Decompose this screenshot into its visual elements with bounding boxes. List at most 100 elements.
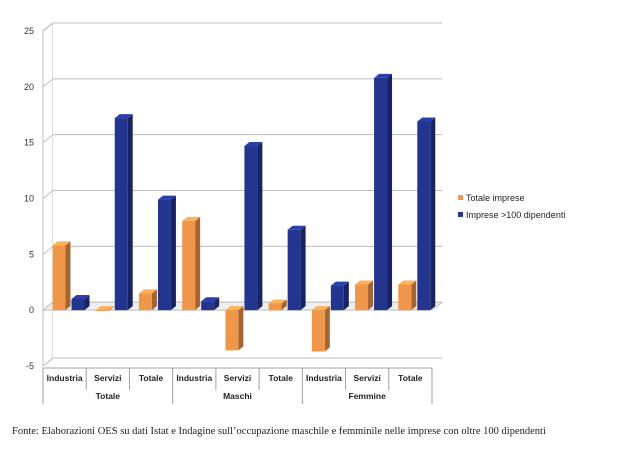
bar-top bbox=[417, 117, 436, 122]
x-category-label: Totale bbox=[398, 373, 423, 383]
bar-imprese-100-6 bbox=[330, 281, 349, 311]
y-tick-label: 20 bbox=[24, 82, 34, 92]
legend-label: Totale imprese bbox=[466, 193, 525, 203]
bar-top bbox=[71, 295, 90, 299]
bar-top bbox=[311, 306, 330, 311]
x-category-label: Totale bbox=[139, 373, 164, 383]
gridline bbox=[42, 134, 442, 144]
bar-front bbox=[268, 303, 282, 311]
bar-top bbox=[374, 73, 393, 78]
gridline bbox=[42, 22, 442, 32]
y-tick-label: 5 bbox=[29, 249, 34, 259]
bar-top bbox=[114, 114, 133, 119]
bar-side bbox=[281, 299, 287, 311]
y-tick-label: 10 bbox=[24, 194, 34, 204]
bar-front bbox=[138, 293, 152, 311]
bar-side bbox=[387, 73, 393, 311]
bar-front bbox=[71, 299, 85, 311]
x-category-label: Industria bbox=[47, 373, 83, 383]
bar-side bbox=[195, 216, 201, 311]
bar-side bbox=[343, 281, 349, 311]
bar-front bbox=[52, 245, 66, 311]
bar-top bbox=[268, 299, 287, 304]
bar-side bbox=[300, 225, 306, 311]
bar-top bbox=[182, 216, 201, 221]
y-tick-label: 0 bbox=[29, 305, 34, 315]
bar-side bbox=[411, 280, 417, 311]
x-category-label: Servizi bbox=[94, 373, 121, 383]
bar-side bbox=[84, 295, 90, 311]
bar-top bbox=[330, 281, 349, 286]
bar-front bbox=[311, 310, 325, 352]
x-category-label: Servizi bbox=[353, 373, 380, 383]
bar-front bbox=[330, 285, 344, 311]
x-group-label: Femmine bbox=[349, 391, 387, 401]
bar-top bbox=[52, 241, 71, 246]
bar-totale-imprese-7 bbox=[355, 280, 374, 311]
bar-side bbox=[238, 306, 244, 351]
bar-side bbox=[108, 306, 114, 311]
bar-totale-imprese-3 bbox=[182, 216, 201, 311]
bar-imprese-100-4 bbox=[244, 142, 263, 311]
x-category-label: Servizi bbox=[224, 373, 251, 383]
y-tick-label: 25 bbox=[24, 26, 34, 36]
bar-totale-imprese-6 bbox=[311, 306, 330, 352]
bar-imprese-100-0 bbox=[71, 295, 90, 311]
bar-top bbox=[287, 225, 306, 230]
bar-imprese-100-3 bbox=[201, 297, 220, 311]
gridline bbox=[42, 78, 442, 88]
bar-top bbox=[355, 280, 374, 285]
bar-imprese-100-8 bbox=[417, 117, 436, 311]
bar-front bbox=[95, 310, 109, 311]
bar-front bbox=[114, 118, 128, 311]
gridline bbox=[42, 190, 442, 199]
x-group-label: Totale bbox=[96, 391, 121, 401]
x-category-label: Totale bbox=[269, 373, 294, 383]
bar-front bbox=[398, 284, 412, 311]
bar-top bbox=[398, 280, 417, 285]
bar-totale-imprese-8 bbox=[398, 280, 417, 311]
bar-side bbox=[151, 289, 157, 311]
legend-swatch bbox=[458, 212, 463, 217]
bar-totale-imprese-5 bbox=[268, 299, 287, 311]
bar-front bbox=[355, 284, 369, 311]
bar-totale-imprese-0 bbox=[52, 241, 71, 311]
bar-top bbox=[138, 289, 157, 294]
bar-imprese-100-2 bbox=[157, 195, 176, 311]
x-category-label: Industria bbox=[306, 373, 342, 383]
bar-side bbox=[214, 297, 220, 311]
x-category-label: Industria bbox=[176, 373, 212, 383]
bar-imprese-100-1 bbox=[114, 114, 133, 311]
bar-side bbox=[65, 241, 71, 311]
bar-side bbox=[170, 195, 176, 311]
source-note: Fonte: Elaborazioni OES su dati Istat e … bbox=[12, 426, 546, 437]
bar-totale-imprese-2 bbox=[138, 289, 157, 311]
bar-side bbox=[257, 142, 263, 311]
bar-side bbox=[368, 280, 374, 311]
bars bbox=[52, 73, 436, 352]
legend: Totale imprese Imprese >100 dipendenti bbox=[458, 193, 565, 220]
bar-front bbox=[417, 121, 431, 311]
bar-front bbox=[287, 229, 301, 311]
gridline bbox=[42, 357, 442, 367]
bar-front bbox=[182, 220, 196, 311]
bar-top bbox=[225, 306, 244, 311]
bar-side bbox=[324, 306, 330, 352]
bar-top bbox=[201, 297, 220, 302]
bar-top bbox=[95, 306, 114, 311]
axes: -5 0 5 10 15 20 25 Industria Servizi Totale Indust… bbox=[24, 26, 433, 404]
bar-side bbox=[430, 117, 436, 311]
bar-front bbox=[201, 301, 215, 311]
bar-imprese-100-5 bbox=[287, 225, 306, 311]
bar-side bbox=[127, 114, 133, 311]
x-group-label: Maschi bbox=[223, 391, 252, 401]
bar-imprese-100-7 bbox=[374, 73, 393, 311]
y-tick-label: -5 bbox=[26, 361, 34, 371]
bar-top bbox=[244, 142, 263, 147]
bar-front bbox=[157, 199, 171, 311]
bar-front bbox=[374, 77, 388, 311]
bar-front bbox=[244, 146, 258, 311]
legend-label: Imprese >100 dipendenti bbox=[466, 210, 565, 220]
bar-top bbox=[157, 195, 176, 200]
